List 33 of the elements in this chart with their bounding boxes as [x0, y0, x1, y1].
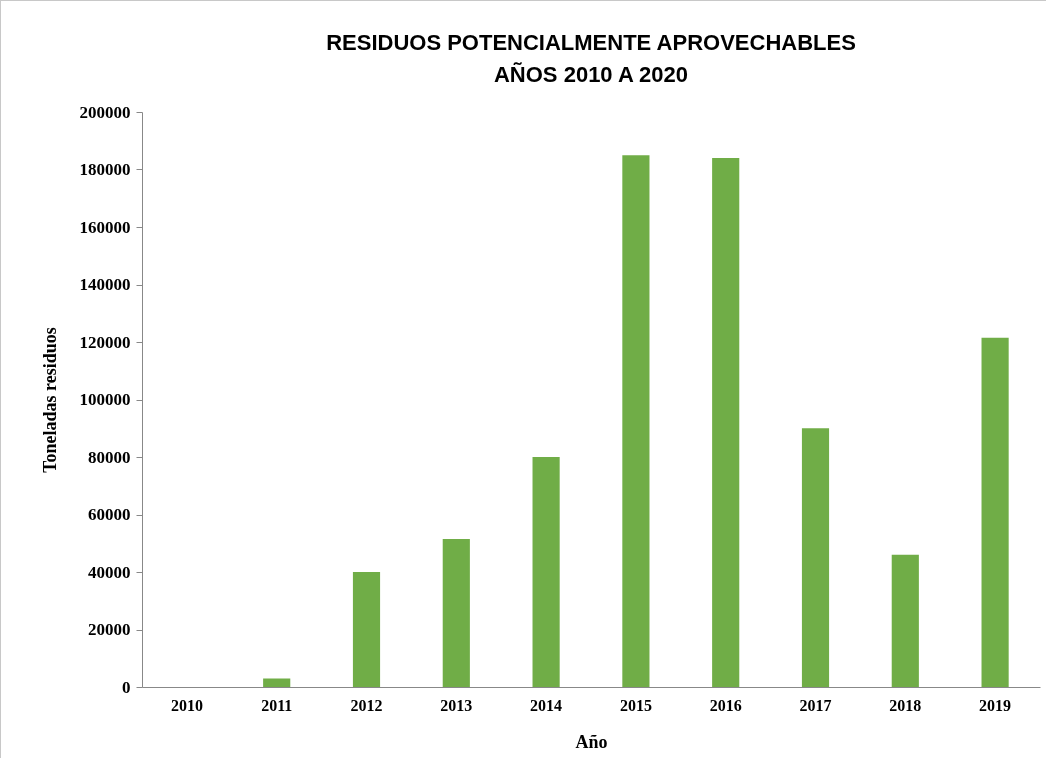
x-tick-label: 2017	[799, 696, 832, 714]
y-tick-label: 140000	[79, 275, 131, 294]
x-tick-label: 2013	[440, 696, 473, 714]
y-axis-title: Toneladas residuos	[39, 327, 60, 473]
y-tick-label: 80000	[88, 447, 131, 467]
bar	[532, 457, 560, 687]
bar	[442, 538, 470, 687]
y-tick-label: 60000	[88, 505, 131, 524]
x-tick-label: 2015	[619, 696, 652, 714]
y-tick-label: 120000	[79, 332, 131, 352]
bar	[263, 678, 291, 687]
y-tick-label: 20000	[88, 620, 131, 639]
bar	[981, 337, 1009, 687]
chart-title: RESIDUOS POTENCIALMENTE APROVECHABLES AÑOS 2010 A 2020	[326, 30, 856, 87]
x-tick-label: 2016	[709, 696, 742, 714]
x-axis-title: Año	[575, 731, 608, 752]
x-tick-label: 2018	[889, 696, 922, 714]
bar	[352, 572, 381, 687]
y-tick-label: 200000	[79, 102, 131, 122]
bar	[622, 155, 650, 687]
x-tick-label: 2012	[350, 696, 383, 714]
bar	[891, 554, 919, 687]
x-tick-label: 2010	[170, 696, 203, 714]
y-tick-label: 100000	[79, 390, 131, 409]
bar	[801, 428, 830, 687]
x-tick-label: 2019	[979, 696, 1012, 714]
bar	[712, 158, 740, 687]
y-tick-label: 180000	[79, 160, 131, 179]
x-tick-label: 2014	[530, 696, 563, 714]
y-tick-label: 0	[122, 677, 131, 697]
y-tick-label: 40000	[88, 562, 131, 582]
x-tick-label: 2011	[261, 696, 293, 714]
y-tick-label: 160000	[79, 217, 131, 237]
